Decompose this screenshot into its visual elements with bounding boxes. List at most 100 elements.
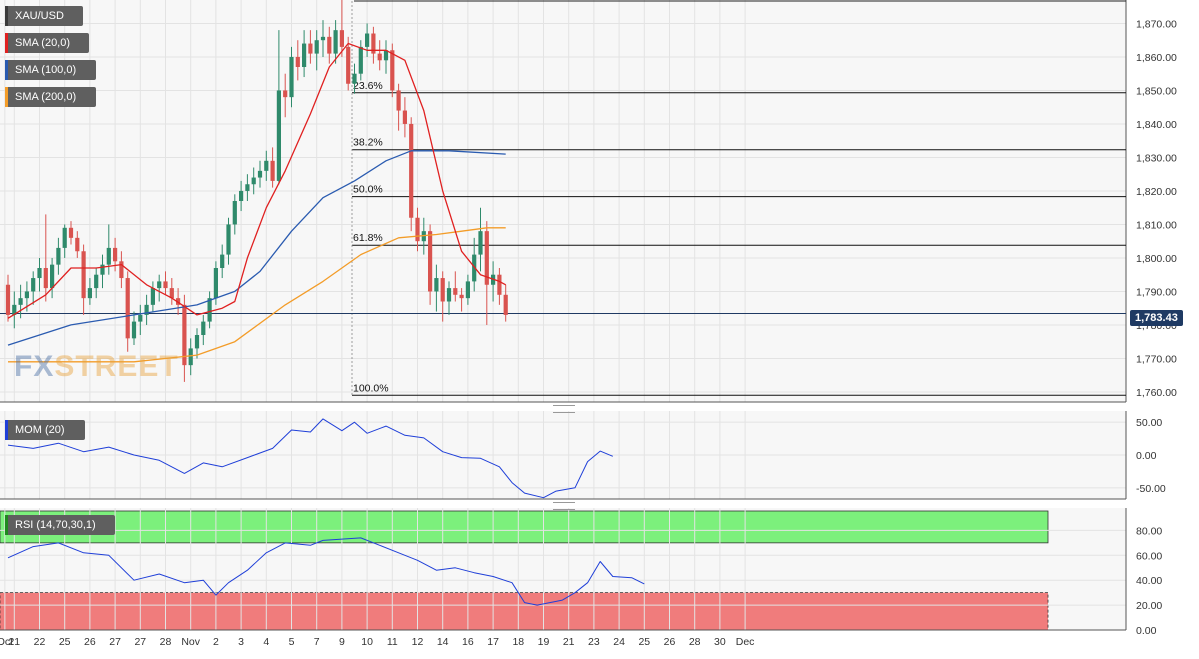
price-y-tick-label: 1,790.00 bbox=[1136, 286, 1177, 298]
legend-rsi[interactable]: RSI (14,70,30,1) bbox=[5, 515, 115, 535]
sma20-line bbox=[7, 42, 507, 319]
price-y-tick-label: 1,760.00 bbox=[1136, 387, 1177, 399]
candle-body bbox=[220, 254, 225, 268]
legend-sma100[interactable]: SMA (100,0) bbox=[5, 60, 96, 80]
candle-body bbox=[12, 304, 17, 315]
x-tick-label: 11 bbox=[387, 636, 398, 648]
candle-body bbox=[157, 281, 162, 289]
candle-body bbox=[5, 284, 11, 315]
candle-body bbox=[24, 291, 29, 299]
candle-body bbox=[358, 46, 363, 74]
candle-body bbox=[346, 46, 351, 84]
x-tick-label: 3 bbox=[238, 636, 244, 648]
price-y-tick-label: 1,820.00 bbox=[1136, 186, 1177, 198]
legend-sma100-label: SMA (100,0) bbox=[15, 64, 77, 76]
pane-splitter-top[interactable] bbox=[553, 405, 575, 413]
fib-label: 50.0% bbox=[353, 184, 383, 196]
x-tick-label: 24 bbox=[613, 636, 625, 648]
x-tick-label: Dec bbox=[736, 636, 755, 648]
x-tick-label: 25 bbox=[638, 636, 650, 648]
mom-y-tick-label: 0.00 bbox=[1136, 450, 1157, 462]
candle-body bbox=[302, 43, 307, 67]
legend-sma200-label: SMA (200,0) bbox=[15, 91, 77, 103]
rsi-y-tick-label: 20.00 bbox=[1136, 600, 1162, 612]
legend-mom[interactable]: MOM (20) bbox=[5, 420, 85, 440]
fib-label: 38.2% bbox=[353, 137, 383, 149]
rsi-oversold-band bbox=[0, 592, 1049, 631]
candle-body bbox=[402, 110, 407, 124]
legend-sma100-swatch bbox=[5, 60, 8, 80]
candle-body bbox=[440, 278, 445, 302]
candle-body bbox=[94, 274, 99, 289]
legend-symbol[interactable]: XAU/USD bbox=[5, 6, 83, 26]
x-tick-label: 27 bbox=[134, 636, 146, 648]
rsi-y-tick-label: 80.00 bbox=[1136, 525, 1162, 537]
x-tick-label: 26 bbox=[664, 636, 676, 648]
candle-body bbox=[75, 237, 80, 252]
x-tick-label: 19 bbox=[538, 636, 550, 648]
price-y-tick-label: 1,840.00 bbox=[1136, 119, 1177, 131]
candle-body bbox=[163, 281, 168, 289]
candle-body bbox=[169, 288, 174, 299]
watermark-fx: FX bbox=[14, 350, 55, 383]
candle-body bbox=[283, 90, 288, 98]
x-tick-label: 21 bbox=[563, 636, 575, 648]
candle-body bbox=[289, 56, 294, 98]
rsi-y-tick-label: 60.00 bbox=[1136, 550, 1162, 562]
watermark-street: STREET bbox=[54, 350, 179, 383]
current-price-tag: 1,783.43 bbox=[1130, 310, 1183, 326]
legend-sma200[interactable]: SMA (200,0) bbox=[5, 87, 96, 107]
sma100-line bbox=[7, 150, 506, 346]
candle-body bbox=[144, 304, 149, 315]
candle-body bbox=[87, 288, 92, 299]
candle-body bbox=[365, 33, 370, 47]
candle-body bbox=[308, 43, 313, 54]
candle-body bbox=[37, 268, 42, 279]
x-tick-label: 12 bbox=[412, 636, 424, 648]
x-tick-label: 5 bbox=[289, 636, 295, 648]
candle-body bbox=[119, 261, 124, 279]
x-tick-label: 27 bbox=[109, 636, 121, 648]
price-y-tick-label: 1,770.00 bbox=[1136, 353, 1177, 365]
legend-rsi-swatch bbox=[5, 515, 8, 535]
candle-body bbox=[68, 227, 74, 238]
panel-background-1 bbox=[0, 0, 1126, 402]
x-tick-label: 2 bbox=[213, 636, 219, 648]
candle-body bbox=[100, 264, 105, 275]
legend-symbol-label: XAU/USD bbox=[15, 10, 64, 22]
candle-body bbox=[43, 268, 48, 289]
x-tick-label: 21 bbox=[8, 636, 20, 648]
candle-body bbox=[18, 298, 23, 305]
candle-body bbox=[106, 247, 111, 265]
candle-body bbox=[176, 298, 181, 305]
x-tick-label: 25 bbox=[59, 636, 71, 648]
fib-label: 100.0% bbox=[353, 382, 389, 394]
pane-splitter-bottom[interactable] bbox=[553, 502, 575, 510]
candle-body bbox=[396, 90, 401, 111]
candle-body bbox=[251, 177, 256, 185]
candle-body bbox=[207, 298, 212, 322]
legend-sma20-swatch bbox=[5, 33, 8, 53]
x-tick-label: 4 bbox=[263, 636, 269, 648]
price-y-tick-label: 1,830.00 bbox=[1136, 152, 1177, 164]
candle-body bbox=[327, 36, 332, 54]
candle-body bbox=[453, 288, 458, 295]
candle-body bbox=[478, 231, 483, 255]
legend-sma20[interactable]: SMA (20,0) bbox=[5, 33, 89, 53]
candle-body bbox=[232, 201, 237, 225]
candle-body bbox=[295, 56, 300, 67]
candle-body bbox=[239, 190, 244, 201]
candle-body bbox=[131, 321, 137, 339]
candle-body bbox=[390, 50, 395, 91]
price-y-tick-label: 1,810.00 bbox=[1136, 219, 1177, 231]
rsi-line bbox=[7, 537, 645, 606]
candle-body bbox=[333, 30, 338, 54]
x-tick-label: 28 bbox=[689, 636, 701, 648]
price-y-tick-label: 1,870.00 bbox=[1136, 18, 1177, 30]
candle-body bbox=[138, 314, 143, 322]
candle-body bbox=[383, 50, 389, 61]
x-tick-label: 14 bbox=[437, 636, 449, 648]
x-tick-label: 16 bbox=[462, 636, 474, 648]
candle-body bbox=[188, 348, 193, 366]
